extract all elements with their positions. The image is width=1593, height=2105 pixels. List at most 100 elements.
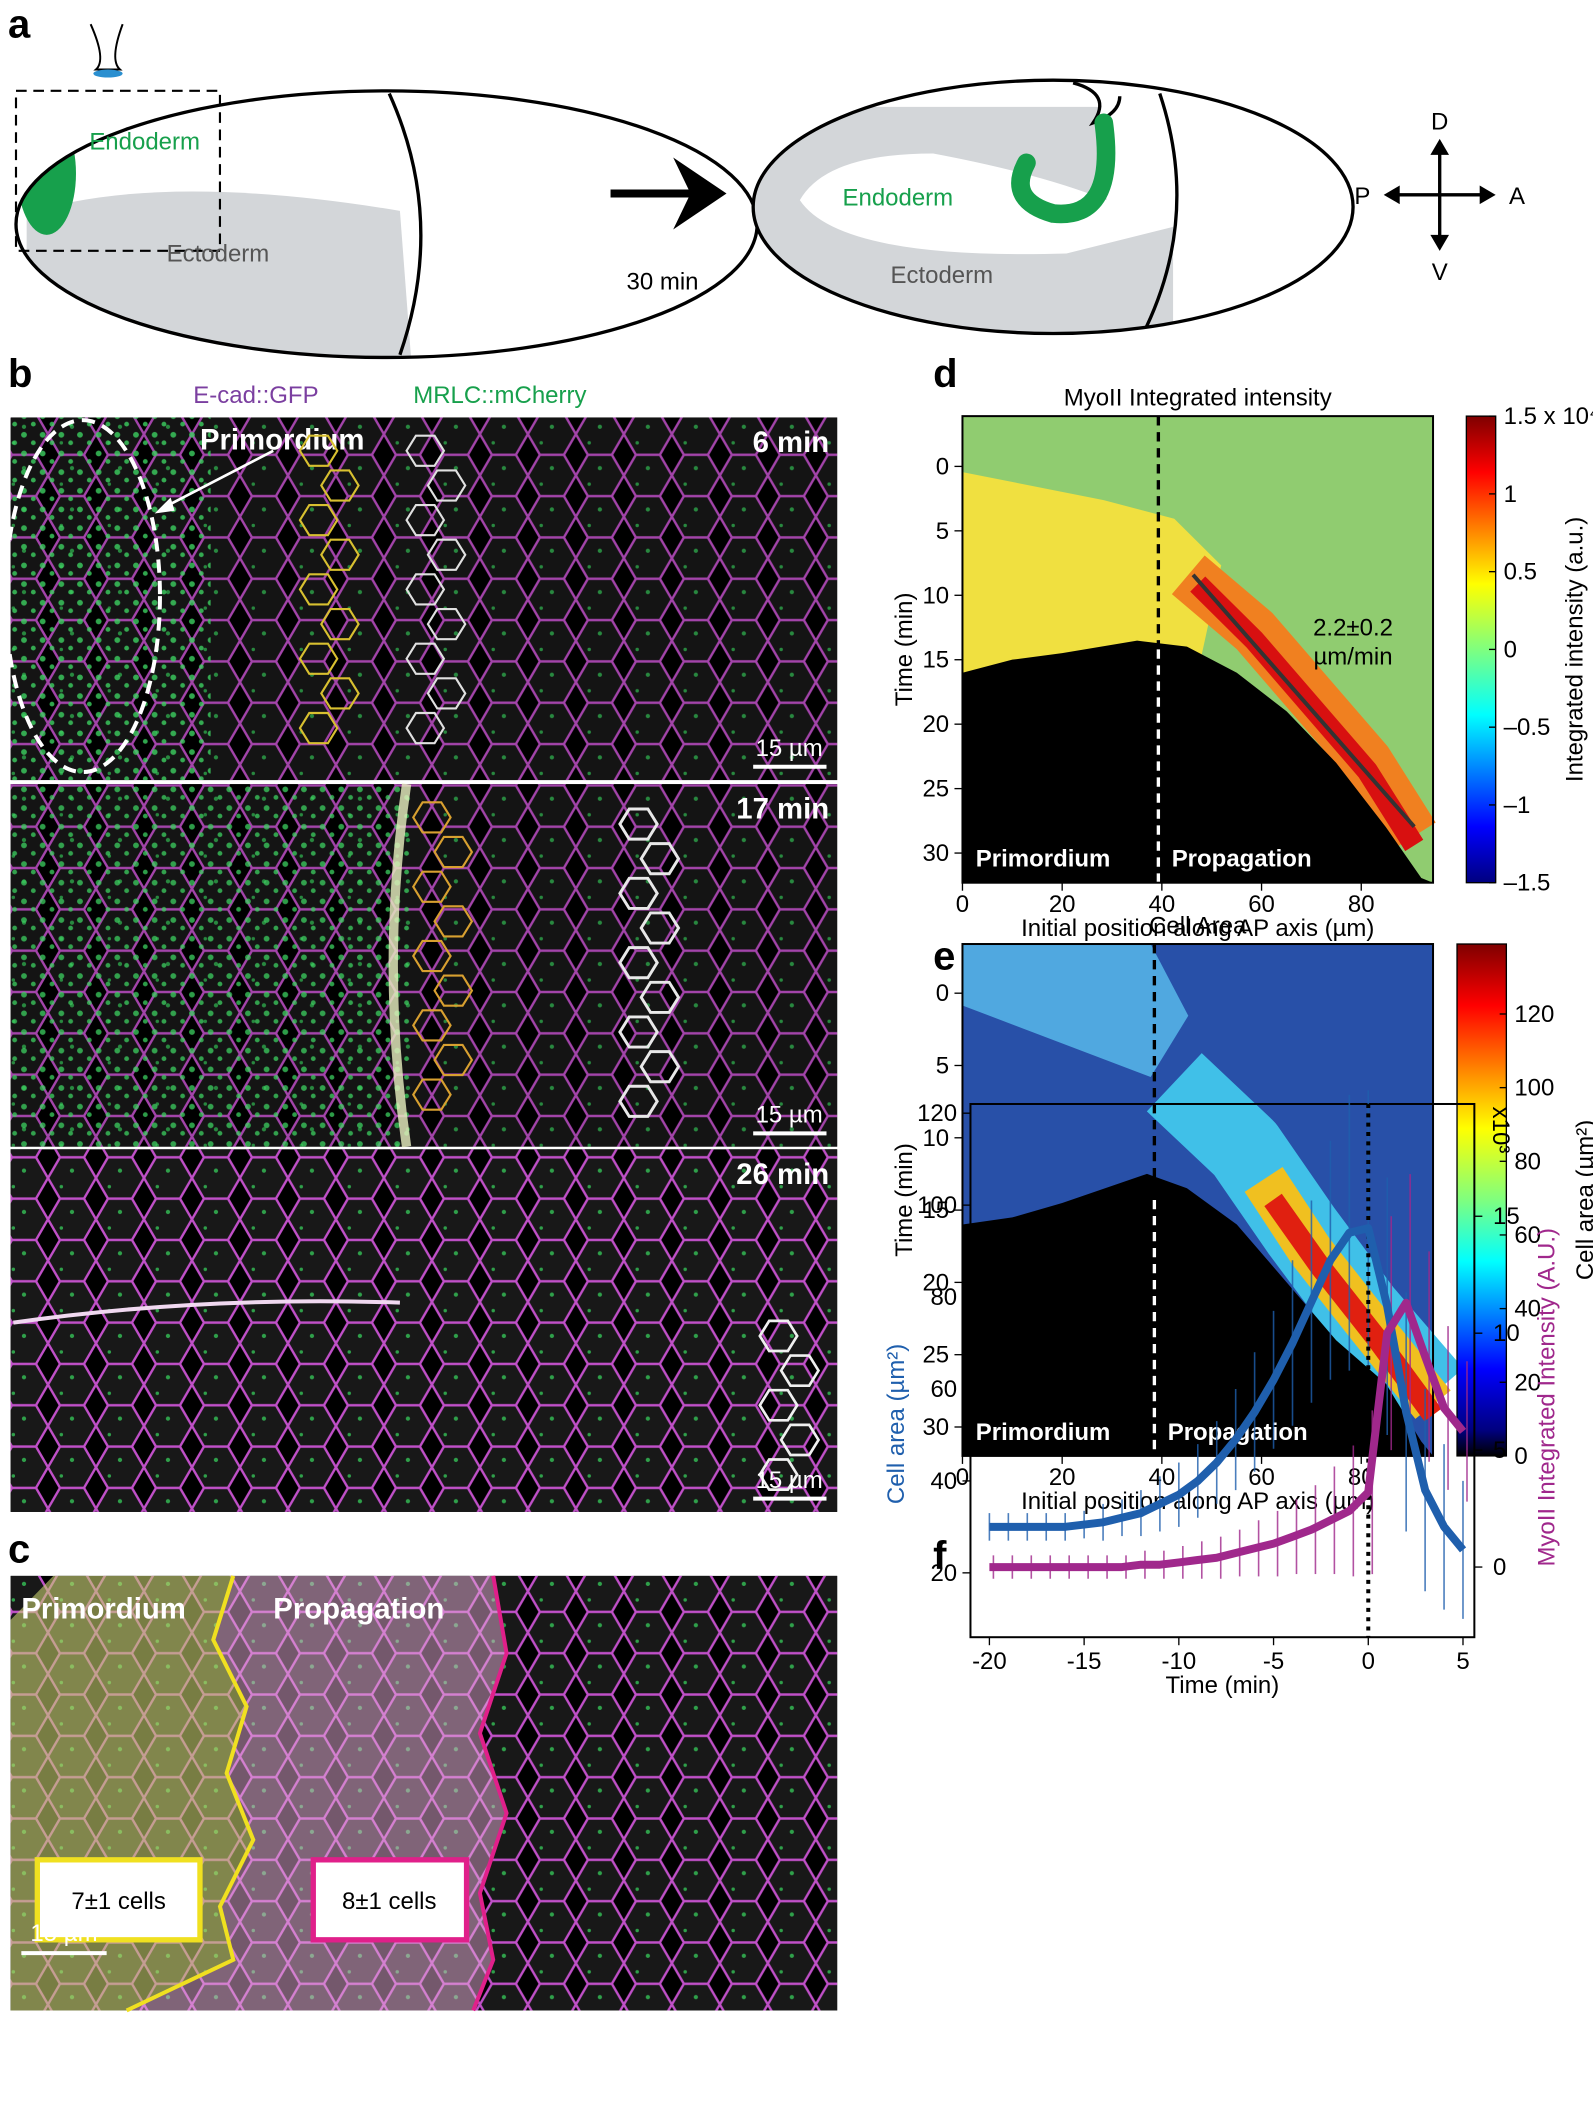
x-tick-label: -5 [1263,1648,1284,1675]
cell-outline [411,1078,452,1111]
cell-outline [320,538,360,571]
cell-outline [618,807,659,841]
region-label: Primordium [976,846,1111,873]
colorbar-tick-label: 1 [1504,481,1517,508]
cell-outline [758,1388,799,1422]
image-frame: Primordium 6 min 15 µm [3,417,838,781]
heatmap-region [962,472,1222,687]
y-axis-label: Time (min) [891,593,918,707]
y2-multiplier: x10³ [1487,1107,1514,1154]
plot-frame [969,1102,1476,1639]
colorbar-tick-label: 120 [1514,1001,1554,1028]
colorbar-tick-label: 20 [1514,1369,1541,1396]
label: Ectoderm [890,262,993,289]
cell-outline [433,1043,474,1077]
plot-frame [961,415,1435,884]
y-axis-label: Time (min) [891,1143,918,1257]
colorbar-label: Cell area (µm²) [1572,1120,1593,1280]
image-frame: 17 min 15 µm [10,783,838,1148]
count-label: 8±1 cells [342,1888,437,1915]
x-tick-label: 60 [1248,1464,1275,1491]
x-tick-label: -10 [1162,1648,1197,1675]
stain-label: MRLC::mCherry [413,382,586,409]
image-frame: 26 min 15 µm [10,1149,838,1512]
zoom-box [14,89,222,252]
cell-outline [639,1050,681,1084]
cell-outline [298,573,339,606]
objective-icon [89,23,124,71]
y-tick-label: 60 [930,1376,957,1403]
y2-axis-label: MyoII Integrated Intensity (A.U.) [1533,1228,1560,1567]
label: V [1432,259,1448,286]
cell-outline [618,946,659,980]
panel-label: d [933,352,957,396]
annotation: µm/min [1313,644,1392,671]
count-box [310,1857,470,1943]
arrow-head [1383,185,1400,205]
fit-line [1191,573,1416,829]
colorbar-tick-label: 0.5 [1504,559,1537,586]
myosin-signal [10,784,411,1147]
scale-bar-label: 15 µm [756,735,823,762]
pointer-head [154,497,175,514]
cell-outline [411,939,452,973]
heatmap-chart: d MyoII Integrated intensity Initial posit… [891,352,1593,942]
x-tick-label: 40 [1149,891,1176,918]
annotation: 2.2±0.2 [1313,614,1393,641]
cell-outline [618,1084,659,1118]
myosin-signal [10,417,211,781]
label: 30 min [627,268,699,295]
x-tick-label: 20 [1049,891,1076,918]
time-label: 26 min [736,1158,829,1191]
heatmap-region [962,944,1189,1078]
x-tick-label: 40 [1149,1464,1176,1491]
y-tick-label: 120 [917,1100,957,1127]
y-tick-label: 10 [922,1125,949,1152]
cell-outline [618,1015,659,1049]
arrow-head [1479,185,1496,205]
x-tick-label: 0 [956,891,969,918]
cell-outline [405,642,446,675]
y2-tick-label: 15 [1493,1203,1520,1230]
cell-outline [426,677,467,710]
y-tick-label: 20 [922,711,949,738]
cell-outline [426,607,467,641]
label: Ectoderm [167,240,270,267]
colorbar-tick-label: 40 [1514,1296,1541,1323]
region-label: Primordium [976,1419,1111,1446]
endoderm-region [1011,113,1116,224]
boundary [125,1575,256,2013]
image-frames: Primordium 6 min 15 µm 17 min 15 µm 26 min 15 … [3,417,838,1512]
y-tick-label: 20 [922,1269,949,1296]
y-tick-label: 30 [922,840,949,867]
series-line [989,1224,1467,1553]
image-texture [10,1149,838,1512]
x-tick-label: 0 [1362,1648,1375,1675]
cell-outline [298,434,339,467]
colorbar-tick-label: –1 [1504,792,1531,819]
heatmap-band [1264,1193,1442,1422]
cell-outline [639,911,681,945]
cell-outline [411,801,452,834]
y-tick-label: 80 [930,1284,957,1311]
cell-outline [405,434,446,467]
x-tick-label: 20 [1049,1464,1076,1491]
count-label: 7±1 cells [71,1888,166,1915]
region-label: Primordium [200,423,365,456]
count-box [34,1857,203,1943]
colorbar [1456,943,1508,1457]
y-tick-label: 15 [922,1197,949,1224]
cell-outline [426,469,467,502]
x-tick-label: 5 [1456,1648,1469,1675]
panel-label: e [933,934,955,978]
label: P [1354,183,1370,210]
cell-outline [405,503,446,537]
cell-outline [779,1354,821,1387]
scale-bar-label: 15 µm [756,1467,823,1494]
panel-label: c [8,1528,30,1572]
cell-outline [433,974,474,1007]
y2-tick-label: 5 [1493,1437,1506,1464]
colorbar-tick-label: –1.5 [1504,870,1551,897]
